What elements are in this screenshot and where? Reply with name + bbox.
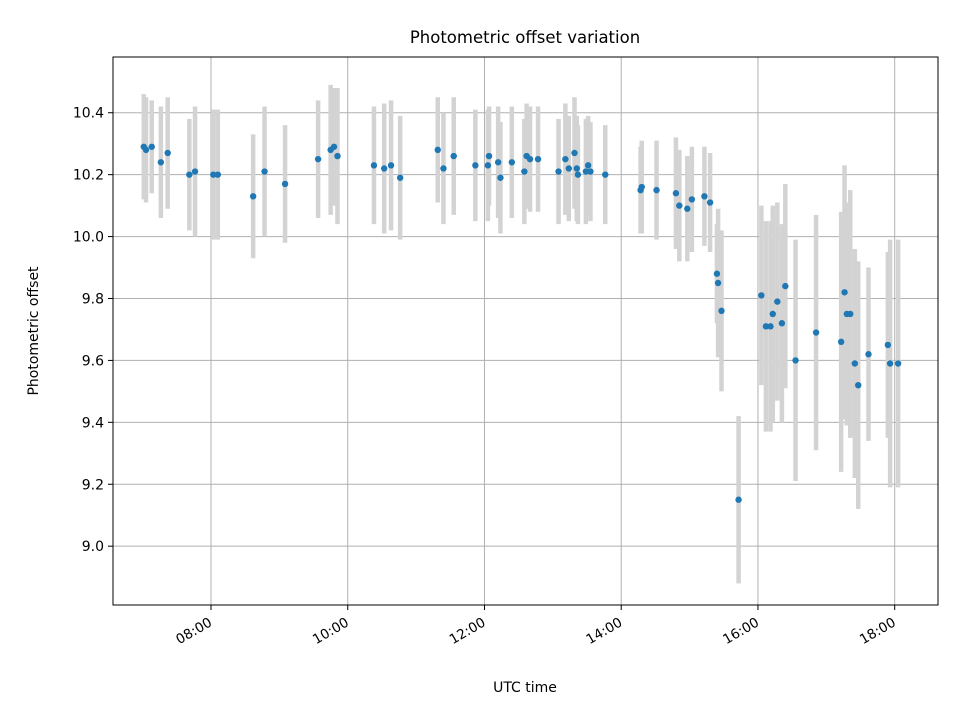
y-tick-label: 9.6	[82, 353, 104, 369]
data-point	[653, 186, 660, 194]
data-point	[191, 168, 199, 175]
data-point	[847, 310, 854, 318]
data-point	[450, 152, 457, 160]
data-point	[555, 168, 562, 175]
data-point	[281, 180, 289, 188]
data-point	[565, 165, 573, 172]
data-point	[688, 196, 696, 203]
data-point	[758, 292, 765, 299]
y-tick-label: 10.2	[73, 168, 104, 184]
data-point	[562, 155, 569, 163]
data-point	[330, 143, 338, 150]
data-point	[584, 162, 592, 169]
data-point	[521, 168, 528, 175]
data-point	[261, 168, 268, 175]
data-point	[472, 162, 479, 169]
data-point	[157, 159, 165, 166]
data-point	[778, 320, 786, 327]
data-point	[186, 171, 193, 178]
data-point	[508, 159, 516, 166]
data-point	[886, 360, 894, 367]
data-point	[485, 152, 493, 160]
data-point	[713, 270, 721, 277]
data-point	[602, 171, 609, 178]
data-point	[210, 171, 217, 178]
data-point	[314, 155, 322, 163]
y-tick-label: 10.4	[73, 106, 104, 122]
data-point	[701, 193, 708, 200]
y-tick-label: 9.4	[82, 415, 104, 431]
data-point	[762, 323, 770, 330]
data-point	[865, 351, 872, 358]
data-point	[812, 329, 820, 336]
data-point	[638, 183, 645, 191]
y-tick-label: 10.0	[73, 230, 104, 246]
y-tick-label: 9.2	[82, 477, 104, 493]
data-points	[140, 143, 902, 503]
y-tick-label: 9.8	[82, 291, 104, 307]
data-point	[334, 152, 341, 160]
data-point	[148, 143, 155, 150]
data-point	[684, 205, 691, 212]
data-point	[718, 307, 725, 315]
data-point	[769, 310, 776, 318]
data-point	[571, 149, 578, 157]
data-point	[767, 323, 774, 330]
data-point	[396, 174, 404, 181]
axes-frame	[112, 56, 939, 606]
data-point	[676, 202, 683, 209]
data-point	[574, 171, 582, 178]
data-point	[587, 168, 594, 175]
data-point	[370, 162, 378, 169]
data-point	[573, 165, 580, 172]
data-point	[672, 190, 680, 197]
data-point	[837, 338, 845, 346]
data-point	[164, 149, 171, 157]
data-point	[526, 155, 534, 163]
x-axis-label: UTC time	[493, 680, 557, 696]
data-point	[582, 168, 590, 175]
data-point	[894, 360, 902, 367]
data-point	[497, 174, 504, 181]
data-point	[534, 155, 542, 163]
data-point	[855, 381, 862, 389]
data-point	[706, 199, 714, 206]
data-point	[484, 162, 492, 169]
data-point	[841, 289, 848, 296]
y-axis-ticks: 9.0 9.2 9.4 9.6 9.8 10.0 10.2 10.4	[73, 106, 113, 555]
data-point	[387, 162, 395, 169]
data-point	[142, 146, 150, 154]
chart-title: Photometric offset variation	[410, 28, 640, 47]
data-point	[714, 279, 722, 287]
data-point	[851, 360, 859, 367]
data-point	[440, 165, 447, 172]
y-axis-label: Photometric offset	[26, 266, 42, 396]
data-point	[782, 282, 789, 290]
data-point	[249, 193, 257, 200]
data-point	[735, 496, 742, 503]
data-point	[434, 146, 441, 154]
data-point	[792, 357, 799, 364]
data-point	[214, 171, 222, 178]
data-point	[381, 165, 388, 172]
data-point	[774, 298, 781, 305]
y-tick-label: 9.0	[82, 539, 104, 555]
data-point	[884, 341, 892, 349]
data-point	[494, 159, 502, 166]
